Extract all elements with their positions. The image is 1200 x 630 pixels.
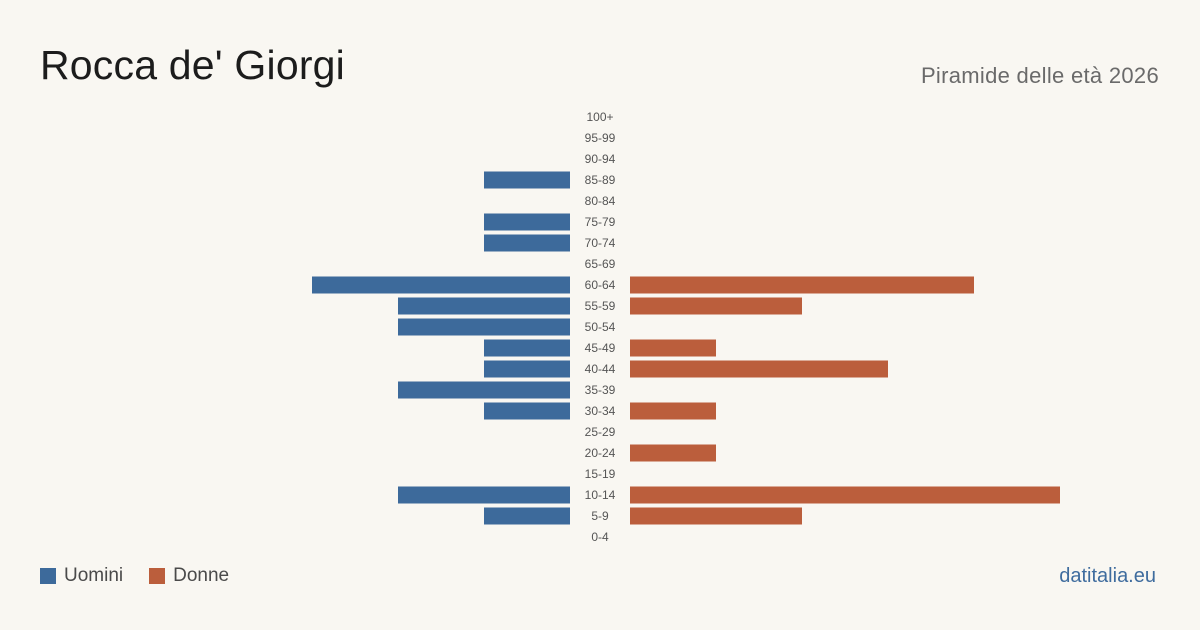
age-label-85-89: 85-89	[585, 173, 616, 187]
chart-subtitle: Piramide delle età 2026	[920, 63, 1159, 88]
page-title: Rocca de' Giorgi	[40, 42, 345, 88]
bar-women-40-44	[630, 360, 888, 378]
legend-item-women: Donne	[149, 565, 229, 587]
bar-women-10-14	[630, 486, 1060, 504]
legend-item-men: Uomini	[40, 565, 123, 587]
age-label-30-34: 30-34	[585, 404, 616, 418]
age-label-70-74: 70-74	[585, 236, 616, 250]
legend-label-men: Uomini	[64, 565, 124, 586]
legend-swatch-women	[149, 568, 166, 584]
bar-women-60-64	[630, 276, 974, 294]
bar-men-50-54	[398, 318, 570, 336]
bar-men-45-49	[484, 339, 570, 357]
age-label-100+: 100+	[586, 110, 613, 124]
age-label-25-29: 25-29	[585, 425, 616, 439]
bar-women-20-24	[630, 444, 716, 462]
bar-men-10-14	[398, 486, 570, 504]
bar-men-30-34	[484, 402, 570, 420]
age-label-45-49: 45-49	[585, 341, 616, 355]
age-label-35-39: 35-39	[585, 383, 616, 397]
legend-swatch-men	[40, 568, 56, 584]
age-label-5-9: 5-9	[591, 509, 609, 523]
bar-women-5-9	[630, 507, 802, 525]
age-label-60-64: 60-64	[585, 278, 616, 292]
age-label-40-44: 40-44	[585, 362, 616, 376]
bar-men-75-79	[484, 213, 570, 231]
age-label-55-59: 55-59	[585, 299, 616, 313]
age-label-20-24: 20-24	[585, 446, 616, 460]
legend-label-women: Donne	[173, 565, 230, 586]
age-label-80-84: 80-84	[585, 194, 616, 208]
age-label-50-54: 50-54	[585, 320, 616, 334]
bar-women-45-49	[630, 339, 716, 357]
age-label-90-94: 90-94	[585, 152, 616, 166]
bar-men-60-64	[312, 276, 570, 294]
bar-men-40-44	[484, 360, 570, 378]
age-label-0-4: 0-4	[591, 530, 609, 544]
legend: Uomini Donne	[40, 565, 255, 587]
age-label-65-69: 65-69	[585, 257, 616, 271]
bar-women-30-34	[630, 402, 716, 420]
bar-men-70-74	[484, 234, 570, 252]
age-label-95-99: 95-99	[585, 131, 616, 145]
age-label-75-79: 75-79	[585, 215, 616, 229]
bar-men-85-89	[484, 171, 570, 189]
age-label-10-14: 10-14	[585, 488, 616, 502]
bar-men-5-9	[484, 507, 570, 525]
age-label-15-19: 15-19	[585, 467, 616, 481]
source-link[interactable]: datitalia.eu	[1059, 565, 1156, 587]
bar-men-35-39	[398, 381, 570, 399]
bar-women-55-59	[630, 297, 802, 315]
bar-men-55-59	[398, 297, 570, 315]
